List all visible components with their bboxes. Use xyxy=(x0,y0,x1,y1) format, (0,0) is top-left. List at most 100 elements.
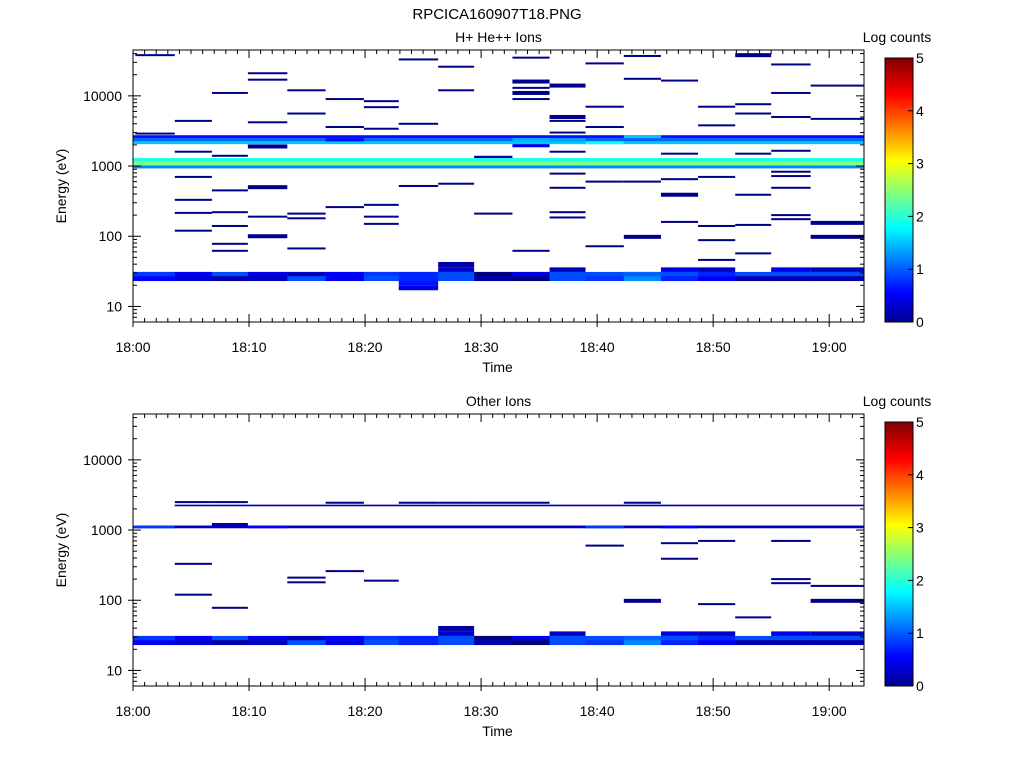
count-streak xyxy=(512,86,550,89)
colorbar-tick-label: 5 xyxy=(916,414,924,430)
colorbar-tick-label: 4 xyxy=(916,103,924,119)
x-tick-label: 18:40 xyxy=(580,339,615,355)
colorbar: 0 1 2 3 4 5 Log counts xyxy=(863,393,932,694)
count-streak xyxy=(549,150,586,153)
heatmap-cell xyxy=(660,276,699,282)
count-streak xyxy=(247,72,288,75)
count-streak xyxy=(623,501,661,504)
count-streak xyxy=(211,211,248,214)
count-streak xyxy=(174,198,212,201)
colorbar-tick-label: 1 xyxy=(916,261,924,277)
count-streak xyxy=(211,224,248,227)
x-tick-label: 18:20 xyxy=(348,339,383,355)
heatmap-cell xyxy=(398,285,439,291)
count-streak xyxy=(623,234,661,239)
count-streak xyxy=(623,77,661,80)
count-streak xyxy=(771,218,811,221)
plot-area xyxy=(133,50,864,322)
count-streak xyxy=(549,119,586,122)
count-streak xyxy=(735,223,772,226)
heatmap-cell xyxy=(735,276,772,282)
count-streak xyxy=(771,214,811,217)
energy-band xyxy=(133,141,864,145)
heatmap-cell xyxy=(810,640,864,646)
x-tick-label: 19:00 xyxy=(812,339,847,355)
heatmap-cell xyxy=(325,640,364,646)
count-streak xyxy=(474,501,513,504)
panel-2: Other Ions 18:00 18:10 18:20 18:30 18:40 18:50… xyxy=(53,393,931,739)
count-streak xyxy=(247,121,288,124)
count-streak xyxy=(174,562,212,565)
heatmap-cell xyxy=(512,635,550,641)
count-streak xyxy=(623,180,661,183)
heatmap-cell xyxy=(247,271,288,277)
count-streak xyxy=(363,106,399,109)
count-streak xyxy=(512,56,550,59)
heatmap-cell xyxy=(698,635,736,641)
count-streak xyxy=(474,212,513,215)
heatmap-cell xyxy=(363,271,399,277)
count-streak xyxy=(398,58,439,61)
energy-band xyxy=(133,138,864,142)
count-streak xyxy=(247,78,288,81)
colorbar-tick-label: 1 xyxy=(916,625,924,641)
heatmap-cell xyxy=(660,631,699,636)
count-streak xyxy=(287,217,326,220)
count-streak xyxy=(771,170,811,173)
count-streak xyxy=(660,220,699,223)
heatmap-cell xyxy=(363,635,399,641)
colorbar-tick-label: 2 xyxy=(916,572,924,588)
heatmap-cell xyxy=(549,631,586,636)
heatmap-cell xyxy=(247,640,288,646)
count-streak xyxy=(810,584,864,587)
heatmap-cell xyxy=(585,525,624,529)
count-streak xyxy=(735,112,772,115)
energy-band xyxy=(133,161,864,166)
x-tick-label: 18:40 xyxy=(580,703,615,719)
count-streak xyxy=(325,125,364,128)
count-streak xyxy=(585,180,624,183)
heatmap-cell xyxy=(398,281,439,286)
heatmap-cell xyxy=(771,631,811,636)
heatmap-cell xyxy=(660,640,699,646)
count-streak xyxy=(211,242,248,245)
colorbar-label: Log counts xyxy=(863,393,932,409)
count-streak xyxy=(585,245,624,248)
heatmap-cell xyxy=(438,267,475,272)
y-tick-label: 1000 xyxy=(91,522,122,538)
energy-band xyxy=(174,504,864,507)
colorbar: 0 1 2 3 4 5 Log counts xyxy=(863,29,932,330)
energy-band xyxy=(133,158,864,162)
count-streak xyxy=(698,239,736,242)
heatmap-cell xyxy=(438,625,475,632)
heatmap-cell xyxy=(398,640,439,646)
y-axis-label: Energy (eV) xyxy=(53,513,69,588)
count-streak xyxy=(660,178,699,181)
count-streak xyxy=(549,216,586,219)
y-tick-label: 10000 xyxy=(83,452,122,468)
plot-frame xyxy=(132,49,865,323)
count-streak xyxy=(211,249,248,252)
count-streak xyxy=(211,91,248,94)
count-streak xyxy=(211,189,248,192)
heatmap-cell xyxy=(133,276,175,282)
colorbar-label: Log counts xyxy=(863,29,932,45)
count-streak xyxy=(771,115,811,118)
heatmap-cell xyxy=(698,640,736,646)
count-streak xyxy=(325,570,364,573)
x-tick-label: 18:30 xyxy=(464,703,499,719)
count-streak xyxy=(363,215,399,218)
y-tick-label: 100 xyxy=(99,592,123,608)
count-streak xyxy=(771,91,811,94)
x-tick-label: 18:20 xyxy=(348,703,383,719)
count-streak xyxy=(698,175,736,178)
heatmap-cell xyxy=(810,631,864,636)
count-streak xyxy=(623,598,661,603)
count-streak xyxy=(398,122,439,125)
count-streak xyxy=(810,598,864,603)
count-streak xyxy=(585,544,624,547)
y-axis-label: Energy (eV) xyxy=(53,149,69,224)
x-axis-label: Time xyxy=(482,723,513,739)
count-streak xyxy=(174,150,212,153)
count-streak xyxy=(698,124,736,127)
